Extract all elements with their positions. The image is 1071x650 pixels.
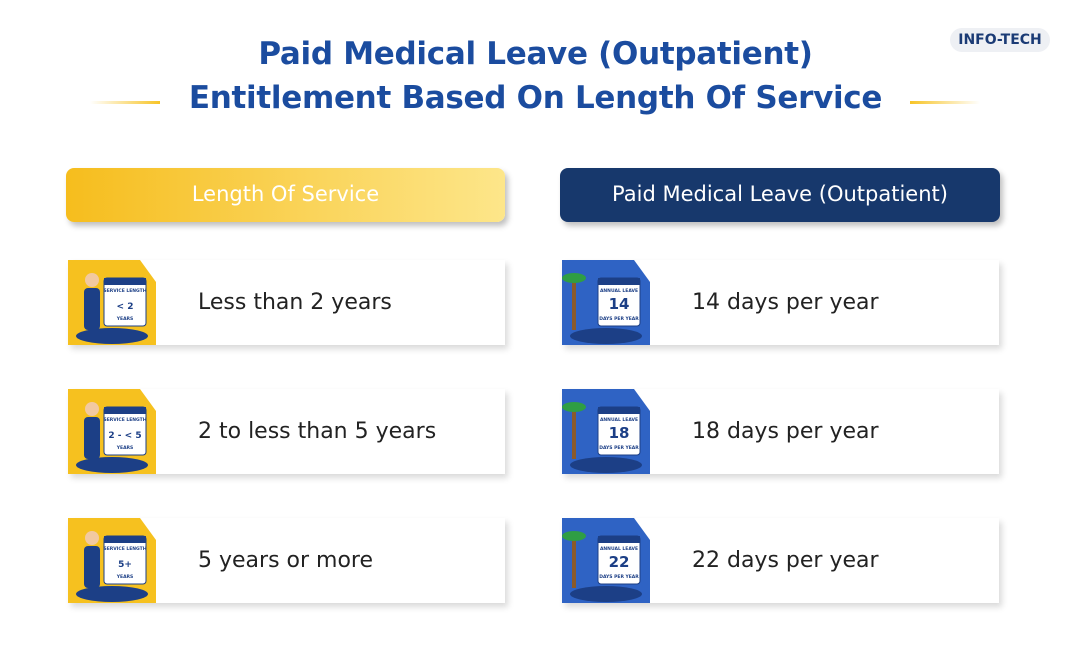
person-head	[85, 402, 99, 416]
person-head	[85, 273, 99, 287]
icon-unit: DAYS PER YEAR	[599, 574, 639, 580]
platform	[76, 586, 148, 602]
icon-unit: YEARS	[116, 445, 134, 451]
leaves	[562, 402, 586, 412]
title-line: Entitlement Based On Length Of Service	[188, 80, 883, 116]
icon-value: 18	[609, 424, 630, 442]
platform	[76, 328, 148, 344]
icon-caption: ANNUAL LEAVE	[600, 546, 638, 552]
platform	[570, 457, 642, 473]
calendar-top	[598, 536, 640, 543]
decor-line	[90, 101, 160, 104]
row-text: 22 days per year	[692, 548, 879, 573]
row-text: Less than 2 years	[198, 290, 392, 315]
calendar-top	[598, 278, 640, 285]
icon-caption: SERVICE LENGTH	[103, 288, 146, 294]
leaves	[562, 273, 586, 283]
icon: SERVICE LENGTH 2 - < 5 YEARS	[68, 389, 156, 474]
icon-value: < 2	[117, 302, 134, 312]
row-card: SERVICE LENGTH < 2 YEARS Less than 2 years	[68, 260, 505, 345]
column-header: Length Of Service	[66, 168, 505, 222]
platform	[570, 328, 642, 344]
palm	[572, 409, 576, 459]
icon-caption: ANNUAL LEAVE	[600, 417, 638, 423]
logo: INFO-TECH	[950, 28, 1050, 52]
palm	[572, 280, 576, 330]
row-card: SERVICE LENGTH 5+ YEARS 5 years or more	[68, 518, 505, 603]
platform	[76, 457, 148, 473]
palm	[572, 538, 576, 588]
icon: SERVICE LENGTH 5+ YEARS	[68, 518, 156, 603]
row-card: ANNUAL LEAVE 18 DAYS PER YEAR 18 days per y…	[562, 389, 999, 474]
icon-unit: DAYS PER YEAR	[599, 316, 639, 322]
platform	[570, 586, 642, 602]
title-line: Paid Medical Leave (Outpatient)	[258, 36, 813, 72]
row-text: 5 years or more	[198, 548, 374, 573]
calendar-top	[104, 536, 146, 543]
row-card: ANNUAL LEAVE 22 DAYS PER YEAR 22 days per y…	[562, 518, 999, 603]
row-card: ANNUAL LEAVE 14 DAYS PER YEAR 14 days per y…	[562, 260, 999, 345]
person-body	[84, 417, 100, 459]
icon-value: 22	[609, 553, 630, 571]
person-body	[84, 288, 100, 330]
leaves	[562, 531, 586, 541]
decor-line	[910, 101, 980, 104]
row-text: 18 days per year	[692, 419, 879, 444]
icon: SERVICE LENGTH < 2 YEARS	[68, 260, 156, 345]
calendar-top	[104, 407, 146, 414]
icon-value: 5+	[118, 560, 132, 570]
icon-value: 14	[609, 295, 630, 313]
icon-unit: YEARS	[116, 316, 134, 322]
icon-caption: SERVICE LENGTH	[103, 417, 146, 423]
icon-unit: YEARS	[116, 574, 134, 580]
icon-value: 2 - < 5	[108, 431, 141, 441]
icon-caption: SERVICE LENGTH	[103, 546, 146, 552]
person-head	[85, 531, 99, 545]
icon-caption: ANNUAL LEAVE	[600, 288, 638, 294]
row-text: 2 to less than 5 years	[198, 419, 437, 444]
column-header: Paid Medical Leave (Outpatient)	[560, 168, 1000, 222]
person-body	[84, 546, 100, 588]
calendar-top	[104, 278, 146, 285]
row-card: SERVICE LENGTH 2 - < 5 YEARS 2 to less than…	[68, 389, 505, 474]
row-text: 14 days per year	[692, 290, 879, 315]
icon-unit: DAYS PER YEAR	[599, 445, 639, 451]
calendar-top	[598, 407, 640, 414]
